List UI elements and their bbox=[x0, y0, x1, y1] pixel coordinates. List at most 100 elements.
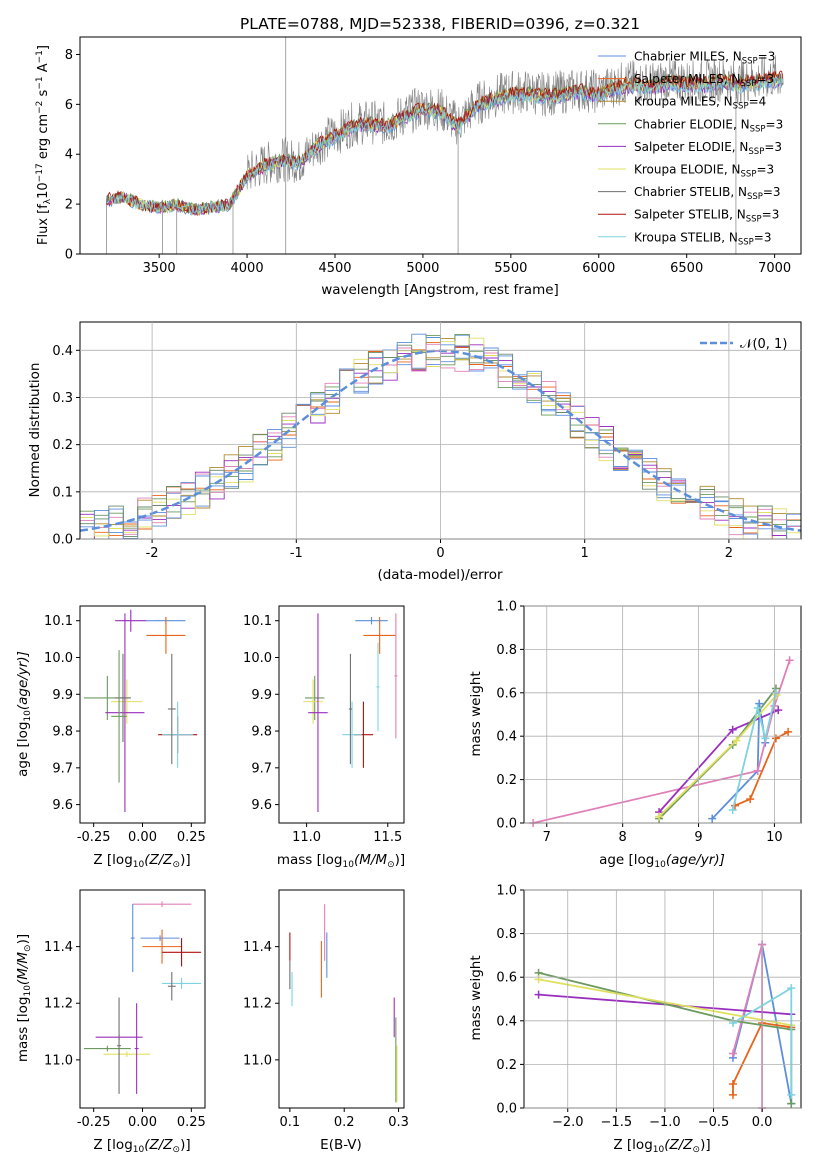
weight-marker bbox=[534, 975, 543, 984]
weight-marker bbox=[728, 725, 737, 734]
x-tick-label: 0.3 bbox=[388, 1115, 409, 1130]
y-tick-label: 8 bbox=[65, 48, 73, 63]
weight-vs-metallicity-panel: −2.0 −1.5 −1.0 −0.5 0.0 0.0 0.2 0.4 0.6 0.8 1.0 Z … bbox=[468, 884, 802, 1155]
residuals-xlabel: (data-model)/error bbox=[377, 567, 503, 583]
y-tick-label: 10.0 bbox=[44, 651, 73, 666]
y-tick-label: 9.7 bbox=[52, 761, 73, 776]
x-tick-label: 0 bbox=[436, 546, 444, 561]
weight-marker bbox=[785, 656, 794, 665]
legend-label-7: Salpeter STELIB, NSSP=3 bbox=[634, 208, 779, 225]
weight-vs-age-plot bbox=[529, 656, 794, 827]
spectrum-ticks: 3500 4000 4500 5000 5500 6000 6500 7000 0 2 4 6 8 bbox=[65, 48, 791, 276]
x-tick-label: −0.5 bbox=[698, 1115, 730, 1130]
x-tick-label: 0.0 bbox=[752, 1115, 773, 1130]
legend-label-1: Salpeter MILES, NSSP=3 bbox=[634, 72, 774, 89]
y-tick-label: 9.8 bbox=[251, 725, 272, 740]
weight-marker bbox=[728, 1049, 737, 1058]
weight-series-0 bbox=[711, 703, 767, 820]
x-tick-label: 6000 bbox=[582, 261, 615, 276]
y-tick-label: 0.0 bbox=[496, 817, 517, 832]
x-tick-label: -1 bbox=[290, 546, 303, 561]
x-tick-label: 5500 bbox=[494, 261, 527, 276]
weight-marker bbox=[787, 984, 796, 993]
weight-marker bbox=[774, 706, 783, 715]
weight-vs-age-ylabel: mass weight bbox=[468, 671, 484, 756]
spectrum-plot-area bbox=[106, 37, 784, 254]
x-tick-label: -2 bbox=[146, 546, 159, 561]
weight-marker bbox=[728, 1018, 737, 1027]
figure-title: PLATE=0788, MJD=52338, FIBERID=0396, z=0… bbox=[240, 15, 640, 33]
x-tick-label: 4000 bbox=[231, 261, 264, 276]
spectrum-xlabel: wavelength [Angstrom, rest frame] bbox=[321, 282, 559, 298]
age-vs-mass-ticks: 11.0 11.5 9.6 9.7 9.8 9.9 10.0 10.1 bbox=[243, 614, 402, 845]
y-tick-label: 10.1 bbox=[44, 614, 73, 629]
weight-marker bbox=[728, 1090, 737, 1099]
y-tick-label: 0.2 bbox=[52, 438, 73, 453]
mass-vs-metallicity-ylabel: mass [log10(M/M⊙)] bbox=[15, 934, 33, 1062]
age-vs-metallicity-plot bbox=[83, 609, 198, 812]
mass-vs-extinction-plot bbox=[289, 904, 398, 1103]
y-tick-label: 0.4 bbox=[496, 730, 517, 745]
model-line-8 bbox=[106, 76, 784, 217]
spectrum-clip-group bbox=[106, 37, 784, 254]
weight-marker bbox=[753, 703, 762, 712]
y-tick-label: 0.4 bbox=[52, 344, 73, 359]
weight-marker bbox=[755, 699, 764, 708]
legend-label-4: Salpeter ELODIE, NSSP=3 bbox=[634, 140, 782, 157]
y-tick-label: 0.6 bbox=[496, 686, 517, 701]
weight-marker bbox=[746, 795, 755, 804]
weight-marker bbox=[771, 734, 780, 743]
spectrum-ylabel: Flux [fλ10−17 erg cm−2 s−1 A−1] bbox=[35, 45, 53, 245]
age-vs-metallicity-xlabel: Z [log10(Z/Z⊙)] bbox=[93, 852, 190, 870]
y-tick-label: 0.2 bbox=[496, 773, 517, 788]
y-tick-label: 11.4 bbox=[44, 940, 73, 955]
spectrum-legend: Chabrier MILES, NSSP=3 Salpeter MILES, NS… bbox=[598, 50, 783, 247]
weight-vs-metallicity-frame bbox=[523, 889, 802, 1109]
weight-vs-metallicity-ticks: −2.0 −1.5 −1.0 −0.5 0.0 0.0 0.2 0.4 0.6 0.8 1.0 bbox=[496, 884, 801, 1130]
x-tick-label: 0.25 bbox=[177, 1115, 206, 1130]
x-tick-label: 10 bbox=[766, 830, 783, 845]
mass-vs-extinction-xlabel: E(B-V) bbox=[320, 1137, 362, 1153]
x-tick-label: −1.5 bbox=[601, 1115, 633, 1130]
y-tick-label: 0.0 bbox=[496, 1102, 517, 1117]
age-vs-mass-panel: 11.0 11.5 9.6 9.7 9.8 9.9 10.0 10.1 mass [log10… bbox=[243, 605, 405, 870]
x-tick-label: 7 bbox=[543, 830, 551, 845]
residuals-ticks: -2 -1 0 1 2 0.0 0.1 0.2 0.3 0.4 bbox=[52, 322, 801, 561]
x-tick-label: 3500 bbox=[143, 261, 176, 276]
weight-vs-age-ticks: 7 8 9 10 0.0 0.2 0.4 0.6 0.8 1.0 bbox=[496, 600, 801, 845]
weight-marker bbox=[784, 727, 793, 736]
x-tick-label: -0.25 bbox=[77, 830, 111, 845]
age-vs-metallicity-frame bbox=[79, 605, 206, 824]
spectrum-frame bbox=[79, 36, 802, 255]
weight-marker bbox=[761, 734, 770, 743]
mass-vs-extinction-frame bbox=[278, 889, 405, 1109]
y-tick-label: 11.2 bbox=[243, 997, 272, 1012]
age-vs-metallicity-ylabel: age [log10(age/yr)] bbox=[15, 651, 33, 777]
age-vs-mass-xlabel: mass [log10(M/M⊙)] bbox=[277, 852, 405, 870]
mass-vs-metallicity-ticks: -0.25 0.00 0.25 11.0 11.2 11.4 bbox=[44, 940, 206, 1130]
y-tick-label: 4 bbox=[65, 148, 73, 163]
y-tick-label: 0.3 bbox=[52, 391, 73, 406]
y-tick-label: 9.8 bbox=[52, 725, 73, 740]
weight-marker bbox=[655, 812, 664, 821]
x-tick-label: 2 bbox=[725, 546, 733, 561]
age-vs-metallicity-ticks: -0.25 0.00 0.25 9.6 9.7 9.8 9.9 10.0 10.1 bbox=[44, 614, 206, 845]
x-tick-label: -0.25 bbox=[77, 1115, 111, 1130]
y-tick-label: 9.7 bbox=[251, 761, 272, 776]
y-tick-label: 1.0 bbox=[496, 884, 517, 899]
weight-marker bbox=[728, 1080, 737, 1089]
weight-marker bbox=[787, 1090, 796, 1099]
weight-marker bbox=[728, 805, 737, 814]
weight-vs-age-panel: 7 8 9 10 0.0 0.2 0.4 0.6 0.8 1.0 age [log10(age/y… bbox=[468, 600, 802, 870]
y-tick-label: 2 bbox=[65, 198, 73, 213]
y-tick-label: 9.6 bbox=[251, 798, 272, 813]
y-tick-label: 0.0 bbox=[52, 533, 73, 548]
residuals-ylabel: Normed distribution bbox=[27, 363, 43, 498]
y-tick-label: 9.9 bbox=[52, 688, 73, 703]
mass-vs-metallicity-panel: -0.25 0.00 0.25 11.0 11.2 11.4 Z [log10(Z/Z⊙)… bbox=[15, 889, 206, 1155]
legend-label-5: Kroupa ELODIE, NSSP=3 bbox=[634, 163, 774, 180]
y-tick-label: 0.8 bbox=[496, 927, 517, 942]
x-tick-label: 0.00 bbox=[128, 830, 157, 845]
x-tick-label: 6500 bbox=[670, 261, 703, 276]
x-tick-label: −1.0 bbox=[649, 1115, 681, 1130]
